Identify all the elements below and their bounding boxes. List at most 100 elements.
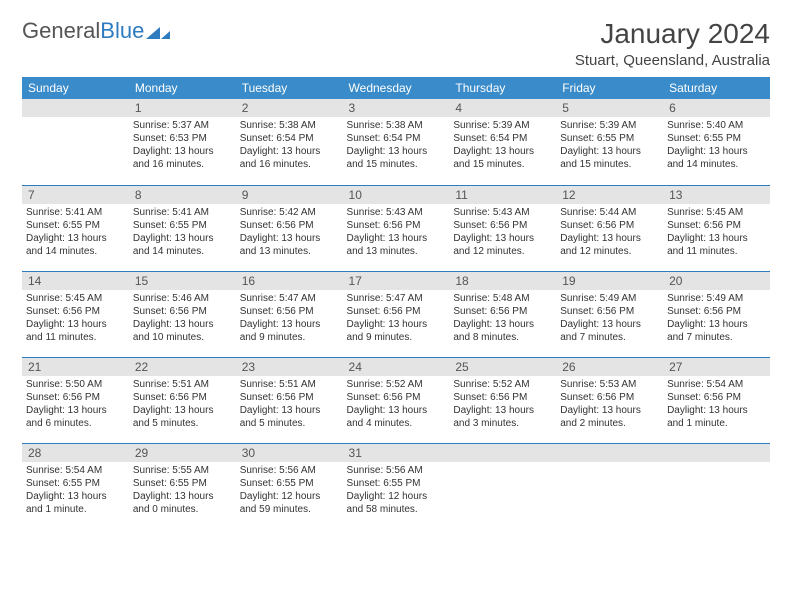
day-body: Sunrise: 5:40 AMSunset: 6:55 PMDaylight:… bbox=[663, 117, 770, 175]
sunset-text: Sunset: 6:55 PM bbox=[133, 477, 232, 490]
day-number: 31 bbox=[343, 444, 450, 462]
calendar-cell: 3Sunrise: 5:38 AMSunset: 6:54 PMDaylight… bbox=[343, 99, 450, 185]
calendar-cell bbox=[556, 443, 663, 529]
day-body: Sunrise: 5:39 AMSunset: 6:55 PMDaylight:… bbox=[556, 117, 663, 175]
daylight-text: Daylight: 13 hours and 12 minutes. bbox=[560, 232, 659, 258]
day-number: 15 bbox=[129, 272, 236, 290]
calendar-cell: 4Sunrise: 5:39 AMSunset: 6:54 PMDaylight… bbox=[449, 99, 556, 185]
day-body: Sunrise: 5:51 AMSunset: 6:56 PMDaylight:… bbox=[129, 376, 236, 434]
daylight-text: Daylight: 13 hours and 2 minutes. bbox=[560, 404, 659, 430]
calendar-cell: 20Sunrise: 5:49 AMSunset: 6:56 PMDayligh… bbox=[663, 271, 770, 357]
daylight-text: Daylight: 13 hours and 5 minutes. bbox=[240, 404, 339, 430]
day-number: 23 bbox=[236, 358, 343, 376]
calendar-cell: 6Sunrise: 5:40 AMSunset: 6:55 PMDaylight… bbox=[663, 99, 770, 185]
weekday-header: Tuesday bbox=[236, 77, 343, 99]
calendar-cell: 10Sunrise: 5:43 AMSunset: 6:56 PMDayligh… bbox=[343, 185, 450, 271]
sunrise-text: Sunrise: 5:45 AM bbox=[26, 292, 125, 305]
sunset-text: Sunset: 6:56 PM bbox=[560, 219, 659, 232]
sunset-text: Sunset: 6:56 PM bbox=[133, 391, 232, 404]
day-body: Sunrise: 5:39 AMSunset: 6:54 PMDaylight:… bbox=[449, 117, 556, 175]
daylight-text: Daylight: 13 hours and 5 minutes. bbox=[133, 404, 232, 430]
sunset-text: Sunset: 6:56 PM bbox=[453, 219, 552, 232]
calendar-cell: 8Sunrise: 5:41 AMSunset: 6:55 PMDaylight… bbox=[129, 185, 236, 271]
calendar-body: 1Sunrise: 5:37 AMSunset: 6:53 PMDaylight… bbox=[22, 99, 770, 529]
sunrise-text: Sunrise: 5:41 AM bbox=[26, 206, 125, 219]
daylight-text: Daylight: 13 hours and 14 minutes. bbox=[133, 232, 232, 258]
calendar-cell: 30Sunrise: 5:56 AMSunset: 6:55 PMDayligh… bbox=[236, 443, 343, 529]
sunrise-text: Sunrise: 5:56 AM bbox=[347, 464, 446, 477]
daylight-text: Daylight: 13 hours and 10 minutes. bbox=[133, 318, 232, 344]
sunset-text: Sunset: 6:54 PM bbox=[453, 132, 552, 145]
weekday-row: SundayMondayTuesdayWednesdayThursdayFrid… bbox=[22, 77, 770, 99]
day-body: Sunrise: 5:44 AMSunset: 6:56 PMDaylight:… bbox=[556, 204, 663, 262]
daylight-text: Daylight: 13 hours and 12 minutes. bbox=[453, 232, 552, 258]
daylight-text: Daylight: 13 hours and 16 minutes. bbox=[133, 145, 232, 171]
sunrise-text: Sunrise: 5:55 AM bbox=[133, 464, 232, 477]
calendar-cell: 9Sunrise: 5:42 AMSunset: 6:56 PMDaylight… bbox=[236, 185, 343, 271]
day-number: 20 bbox=[663, 272, 770, 290]
sunset-text: Sunset: 6:54 PM bbox=[240, 132, 339, 145]
sunrise-text: Sunrise: 5:39 AM bbox=[453, 119, 552, 132]
daylight-text: Daylight: 13 hours and 14 minutes. bbox=[667, 145, 766, 171]
day-number-empty bbox=[449, 444, 556, 462]
daylight-text: Daylight: 13 hours and 11 minutes. bbox=[26, 318, 125, 344]
sunset-text: Sunset: 6:56 PM bbox=[26, 391, 125, 404]
day-body: Sunrise: 5:47 AMSunset: 6:56 PMDaylight:… bbox=[343, 290, 450, 348]
day-number: 27 bbox=[663, 358, 770, 376]
day-body: Sunrise: 5:49 AMSunset: 6:56 PMDaylight:… bbox=[663, 290, 770, 348]
day-number: 21 bbox=[22, 358, 129, 376]
day-body: Sunrise: 5:54 AMSunset: 6:56 PMDaylight:… bbox=[663, 376, 770, 434]
calendar-cell: 24Sunrise: 5:52 AMSunset: 6:56 PMDayligh… bbox=[343, 357, 450, 443]
day-number: 17 bbox=[343, 272, 450, 290]
sunrise-text: Sunrise: 5:50 AM bbox=[26, 378, 125, 391]
day-number: 3 bbox=[343, 99, 450, 117]
sunset-text: Sunset: 6:55 PM bbox=[347, 477, 446, 490]
sunset-text: Sunset: 6:56 PM bbox=[453, 391, 552, 404]
weekday-header: Monday bbox=[129, 77, 236, 99]
calendar-cell: 5Sunrise: 5:39 AMSunset: 6:55 PMDaylight… bbox=[556, 99, 663, 185]
sunrise-text: Sunrise: 5:53 AM bbox=[560, 378, 659, 391]
day-body: Sunrise: 5:43 AMSunset: 6:56 PMDaylight:… bbox=[449, 204, 556, 262]
day-number: 5 bbox=[556, 99, 663, 117]
sunset-text: Sunset: 6:56 PM bbox=[560, 305, 659, 318]
sunset-text: Sunset: 6:56 PM bbox=[453, 305, 552, 318]
sunset-text: Sunset: 6:55 PM bbox=[133, 219, 232, 232]
day-number: 4 bbox=[449, 99, 556, 117]
sunrise-text: Sunrise: 5:38 AM bbox=[240, 119, 339, 132]
sunset-text: Sunset: 6:56 PM bbox=[240, 305, 339, 318]
logo-text-1: General bbox=[22, 18, 100, 44]
daylight-text: Daylight: 13 hours and 15 minutes. bbox=[347, 145, 446, 171]
calendar-cell: 31Sunrise: 5:56 AMSunset: 6:55 PMDayligh… bbox=[343, 443, 450, 529]
day-number: 10 bbox=[343, 186, 450, 204]
calendar-cell: 1Sunrise: 5:37 AMSunset: 6:53 PMDaylight… bbox=[129, 99, 236, 185]
sunrise-text: Sunrise: 5:54 AM bbox=[667, 378, 766, 391]
calendar-cell: 2Sunrise: 5:38 AMSunset: 6:54 PMDaylight… bbox=[236, 99, 343, 185]
day-body: Sunrise: 5:42 AMSunset: 6:56 PMDaylight:… bbox=[236, 204, 343, 262]
day-body: Sunrise: 5:52 AMSunset: 6:56 PMDaylight:… bbox=[449, 376, 556, 434]
day-number: 1 bbox=[129, 99, 236, 117]
calendar-cell: 11Sunrise: 5:43 AMSunset: 6:56 PMDayligh… bbox=[449, 185, 556, 271]
daylight-text: Daylight: 13 hours and 3 minutes. bbox=[453, 404, 552, 430]
day-body: Sunrise: 5:38 AMSunset: 6:54 PMDaylight:… bbox=[343, 117, 450, 175]
day-number-empty bbox=[663, 444, 770, 462]
sunrise-text: Sunrise: 5:42 AM bbox=[240, 206, 339, 219]
day-number: 30 bbox=[236, 444, 343, 462]
daylight-text: Daylight: 13 hours and 15 minutes. bbox=[453, 145, 552, 171]
daylight-text: Daylight: 13 hours and 13 minutes. bbox=[240, 232, 339, 258]
sunset-text: Sunset: 6:56 PM bbox=[667, 391, 766, 404]
sunset-text: Sunset: 6:56 PM bbox=[347, 219, 446, 232]
day-body: Sunrise: 5:48 AMSunset: 6:56 PMDaylight:… bbox=[449, 290, 556, 348]
calendar-cell bbox=[449, 443, 556, 529]
day-body: Sunrise: 5:47 AMSunset: 6:56 PMDaylight:… bbox=[236, 290, 343, 348]
sunset-text: Sunset: 6:55 PM bbox=[560, 132, 659, 145]
day-number: 6 bbox=[663, 99, 770, 117]
sunset-text: Sunset: 6:56 PM bbox=[240, 391, 339, 404]
day-number: 18 bbox=[449, 272, 556, 290]
weekday-header: Sunday bbox=[22, 77, 129, 99]
calendar-cell: 21Sunrise: 5:50 AMSunset: 6:56 PMDayligh… bbox=[22, 357, 129, 443]
sunrise-text: Sunrise: 5:44 AM bbox=[560, 206, 659, 219]
sunset-text: Sunset: 6:56 PM bbox=[667, 305, 766, 318]
day-number: 19 bbox=[556, 272, 663, 290]
sunrise-text: Sunrise: 5:47 AM bbox=[347, 292, 446, 305]
sunrise-text: Sunrise: 5:41 AM bbox=[133, 206, 232, 219]
